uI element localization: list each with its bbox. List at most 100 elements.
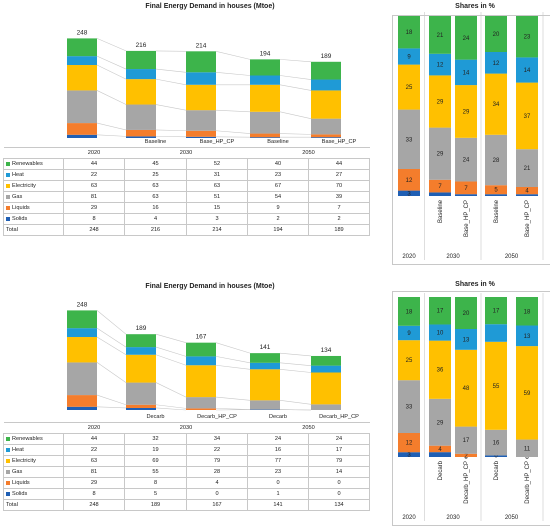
bottom-share-label: 0 [525,455,529,461]
data-table-top: Baseline Base_HP_CP Baseline Base_HP_CP … [3,137,370,236]
bottom-connector-line [215,408,251,410]
table-cell: 45 [124,158,187,170]
series-name: Heat [12,172,24,178]
bottom-total-label: 189 [136,325,147,332]
top-connector-line [155,78,187,86]
table-row: Heat 22 25 31 23 27 [3,169,370,181]
bottom-bar-renewables [186,342,216,357]
category-label: Decarb_HP_CP [308,412,370,423]
table-cell: 0 [186,488,248,500]
bottom-bar-electricity [126,354,156,383]
top-connector-line [96,134,127,137]
bottom-share-bar-renewables [455,297,477,329]
top-share-label: 7 [438,184,442,190]
top-share-label: 12 [406,178,413,184]
table-header-row: Baseline Base_HP_CP Baseline Base_HP_CP [3,137,370,148]
top-share-label: 29 [437,152,444,158]
table-cell: 8 [124,477,187,489]
top-bar-electricity [250,84,280,112]
top-bar-renewables [126,50,156,70]
top-share-bar-liquids [485,185,507,195]
table-row: Gas 81 55 28 23 14 [3,466,370,478]
table-cell: 79 [308,455,370,467]
bottom-bar-heat [311,365,341,373]
top-bar-gas [126,104,156,130]
table-group-row: 2020 2030 2050 [3,422,370,434]
series-label: Solids [3,213,64,225]
table-cell: 29 [63,477,125,489]
table-cell: 44 [63,433,125,445]
series-name: Electricity [12,183,36,189]
top-connector-line [155,104,187,111]
bottom-share-bar-electricity [485,341,507,430]
table-cell: 63 [124,191,187,203]
bottom-share-bar-solids [398,452,420,457]
table-cell: 51 [186,191,248,203]
bottom-share-label: 0 [494,453,498,459]
table-cell: 69 [124,455,187,467]
top-bar-electricity [186,84,216,111]
group-label: 2050 [247,422,370,434]
top-connector-line [96,90,127,105]
table-cell: 55 [124,466,187,478]
top-share-label: 14 [524,68,531,74]
top-connector-line [96,55,127,70]
top-share-label: 7 [464,186,468,192]
series-label: Renewables [3,158,64,170]
top-group-label: 2050 [505,254,519,260]
chart-title-bottom-left: Final Energy Demand in houses (Mtoe) [145,283,275,290]
bottom-share-bar-heat [485,324,507,342]
bottom-share-label: 3 [407,453,411,459]
table-cell: 29 [63,202,125,214]
bottom-share-label: 17 [493,309,500,315]
category-label: Baseline [124,137,187,148]
bottom-bar-electricity [67,337,97,363]
table-cell: 0 [308,477,370,489]
top-bar-liquids [311,134,341,138]
table-cell: 19 [124,444,187,456]
table-cell: 81 [63,466,125,478]
bottom-share-label: 9 [407,331,411,337]
top-bar-renewables [311,61,341,80]
category-label: Decarb [124,412,187,423]
top-bar-gas [186,110,216,131]
bottom-bar-solids [126,407,156,410]
legend-swatch [6,183,10,188]
table-cell: 8 [63,213,125,225]
top-bar-heat [186,72,216,85]
bottom-bar-liquids [67,395,97,407]
table-group-row: 2020 2030 2050 [3,147,370,159]
table-cell: 28 [186,466,248,478]
table-cell: 32 [124,433,187,445]
bottom-share-bar-electricity [398,340,420,381]
top-share-bar-electricity [398,64,420,110]
top-total-label: 248 [77,29,88,36]
top-share-bar-gas [398,109,420,169]
table-cell: 52 [186,158,248,170]
table-cell: 63 [63,180,125,192]
table-cell: 16 [124,202,187,214]
top-share-bar-liquids [455,181,477,195]
top-share-label: 24 [463,158,470,164]
top-connector-line [279,75,312,80]
category-label: 2020 [63,147,125,159]
bottom-share-bar-renewables [398,297,420,326]
top-share-bar-renewables [485,16,507,52]
bottom-connector-line [215,356,251,364]
top-share-label: 29 [463,109,470,115]
top-group-label: 2030 [446,254,460,260]
table-cell: 189 [308,224,370,236]
group-label: 2030 [124,147,248,159]
table-cell: 189 [124,499,187,511]
category-label: Decarb_HP_CP [186,412,248,423]
bottom-connector-line [96,406,127,409]
bottom-share-label: 20 [463,311,470,317]
top-share-bar-renewables [516,16,538,58]
top-share-bar-heat [516,57,538,83]
legend-swatch [6,172,10,177]
top-share-label: 4 [525,189,529,195]
bottom-connector-line [279,362,312,366]
bottom-connector-line [96,362,127,383]
table-header-row: Decarb Decarb_HP_CP Decarb Decarb_HP_CP [3,412,370,423]
bottom-share-bar-renewables [429,297,451,325]
